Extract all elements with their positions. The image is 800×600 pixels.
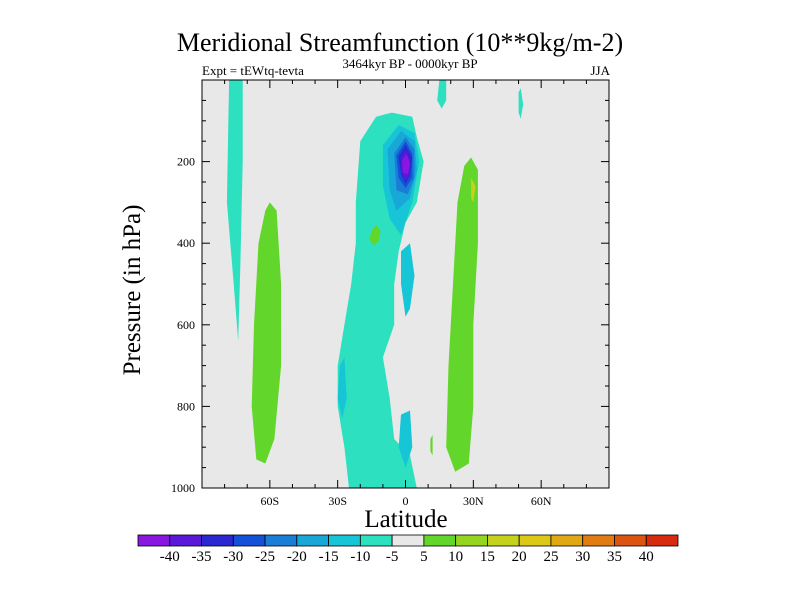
colorbar-box <box>391 534 425 547</box>
contour-small-pos-20S <box>369 224 381 246</box>
colorbar-label: -25 <box>255 549 275 565</box>
colorbar-label: 30 <box>575 549 590 565</box>
colorbar-box <box>359 534 393 547</box>
colorbar-label: 15 <box>480 549 495 565</box>
colorbar-label: -20 <box>287 549 307 565</box>
colorbar-box <box>455 534 488 547</box>
x-axis-title: Latitude <box>364 506 447 533</box>
colorbar-label: 25 <box>543 549 558 565</box>
colorbar-box <box>550 534 584 547</box>
colorbar-label: -15 <box>319 549 339 565</box>
y-tick-label: 400 <box>177 236 195 250</box>
x-tick-label: 60S <box>260 494 279 508</box>
colorbar-box <box>582 534 615 547</box>
season-label: JJA <box>590 63 610 78</box>
contour-nh-upper-neg-50 <box>518 88 524 119</box>
period-label: 3464kyr BP - 0000kyr BP <box>342 56 478 71</box>
colorbar-label: 40 <box>639 549 654 565</box>
y-axis-title: Pressure (in hPa) <box>119 205 146 376</box>
colorbar: -40 -35 -30 -25 -20 -15 -10 -5 5 10 15 20 25 30 35 40 <box>137 534 679 565</box>
x-tick-label: 30S <box>328 494 347 508</box>
colorbar-box <box>614 534 647 547</box>
contour-trop-lower-neg <box>401 243 415 317</box>
axis-ticks: 60S 30S 0 30N 60N 200 400 600 800 1000 <box>171 79 610 508</box>
contour-trop-bottom-neg <box>398 410 413 468</box>
x-tick-label: 30N <box>463 494 484 508</box>
colorbar-box <box>232 534 266 547</box>
colorbar-box <box>487 534 520 547</box>
y-tick-label: 1000 <box>171 481 195 495</box>
y-tick-label: 800 <box>177 399 195 413</box>
colorbar-box <box>518 534 552 547</box>
colorbar-label: -40 <box>160 549 180 565</box>
colorbar-label: 10 <box>448 549 463 565</box>
colorbar-label: 20 <box>512 549 527 565</box>
colorbar-label: -35 <box>192 549 212 565</box>
y-tick-label: 600 <box>177 318 195 332</box>
x-tick-label: 60N <box>531 494 552 508</box>
colorbar-label: -5 <box>386 549 399 565</box>
contour-sh-polar-neg <box>226 80 243 342</box>
colorbar-box <box>169 534 202 547</box>
colorbar-box <box>423 534 457 547</box>
colorbar-box <box>264 534 298 547</box>
contour-trop-core-40 <box>402 154 410 174</box>
colorbar-label: -10 <box>350 549 370 565</box>
contour-nh-pos <box>446 157 478 472</box>
colorbar-label: -30 <box>223 549 243 565</box>
contour-nh-pos-15 <box>471 177 476 203</box>
y-tick-label: 200 <box>177 155 195 169</box>
contour-sh-hadley-pos <box>251 202 282 464</box>
contour-layer <box>226 80 524 488</box>
colorbar-box <box>201 534 234 547</box>
x-tick-label: 0 <box>403 494 409 508</box>
colorbar-box <box>645 534 679 547</box>
contour-nh-upper-neg-15 <box>437 80 447 109</box>
colorbar-label: 35 <box>607 549 622 565</box>
chart-title: Meridional Streamfunction (10**9kg/m-2) <box>176 28 624 57</box>
contour-sh-mid-neg <box>337 357 347 419</box>
colorbar-box <box>296 534 329 547</box>
colorbar-label: 5 <box>420 549 428 565</box>
colorbar-box <box>328 534 361 547</box>
colorbar-box <box>137 534 171 547</box>
experiment-label: Expt = tEWtq-tevta <box>202 63 304 78</box>
contour-small-pos-eq <box>430 435 433 456</box>
